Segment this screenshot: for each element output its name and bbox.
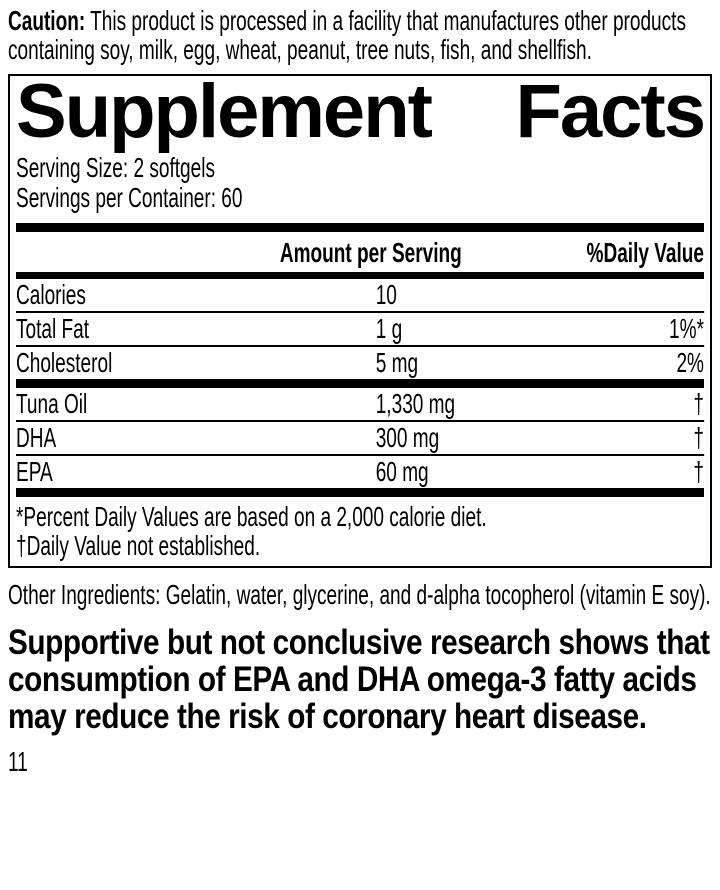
nutrient-row-dha: DHA 300 mg † [16, 420, 704, 454]
panel-title: Supplement Facts [16, 69, 706, 154]
nutrient-daily-value: † [693, 456, 704, 487]
column-header-daily-value: %Daily Value [586, 237, 704, 268]
nutrient-name: DHA [16, 422, 57, 453]
page-number: 11 [8, 746, 28, 777]
nutrient-daily-value: † [693, 388, 704, 419]
thick-divider-top [16, 223, 704, 232]
footnote-percent-daily-values: *Percent Daily Values are based on a 2,0… [16, 501, 487, 532]
nutrient-row-cholesterol: Cholesterol 5 mg 2% [16, 345, 704, 379]
nutrient-amount: 5 mg [375, 347, 419, 378]
caution-paragraph: Caution: This product is processed in a … [8, 6, 712, 64]
nutrient-amount: 10 [375, 279, 397, 310]
health-claim-text: Supportive but not conclusive research s… [8, 623, 710, 736]
nutrient-row-tuna-oil: Tuna Oil 1,330 mg † [16, 388, 704, 420]
nutrient-amount: 1,330 mg [375, 388, 456, 419]
caution-label: Caution: [8, 5, 86, 36]
nutrient-daily-value: 1%* [669, 313, 704, 344]
nutrient-daily-value: 2% [676, 347, 704, 378]
nutrient-amount: 300 mg [375, 422, 440, 453]
thick-divider-middle [16, 379, 704, 388]
nutrient-name: Tuna Oil [16, 388, 88, 419]
thick-divider-under-header [16, 272, 704, 279]
panel-title-word-facts: Facts [515, 69, 706, 154]
caution-text: This product is processed in a facility … [8, 5, 686, 65]
serving-block: Serving Size: 2 softgels Servings per Co… [16, 153, 704, 213]
other-ingredients: Other Ingredients: Gelatin, water, glyce… [8, 579, 711, 610]
nutrient-name: EPA [16, 456, 53, 487]
column-header-row: Amount per Serving %Daily Value [16, 232, 704, 272]
nutrient-amount: 60 mg [375, 456, 429, 487]
serving-size: Serving Size: 2 softgels [16, 152, 215, 183]
nutrient-row-epa: EPA 60 mg † [16, 454, 704, 488]
nutrient-amount: 1 g [375, 313, 403, 344]
nutrient-row-total-fat: Total Fat 1 g 1%* [16, 311, 704, 345]
supplement-facts-panel: Supplement Facts Serving Size: 2 softgel… [8, 74, 712, 568]
nutrient-name: Total Fat [16, 313, 90, 344]
nutrient-row-calories: Calories 10 [16, 279, 704, 311]
servings-per-container: Servings per Container: 60 [16, 182, 243, 213]
nutrient-daily-value: † [693, 422, 704, 453]
nutrient-name: Cholesterol [16, 347, 113, 378]
health-claim-block: Supportive but not conclusive research s… [8, 624, 712, 735]
panel-title-word-supplement: Supplement [16, 69, 433, 154]
nutrient-name: Calories [16, 279, 86, 310]
column-header-amount: Amount per Serving [279, 237, 462, 268]
footnotes-block: *Percent Daily Values are based on a 2,0… [16, 497, 704, 566]
footnote-daily-value-not-established: †Daily Value not established. [16, 530, 261, 561]
thick-divider-bottom [16, 488, 704, 497]
